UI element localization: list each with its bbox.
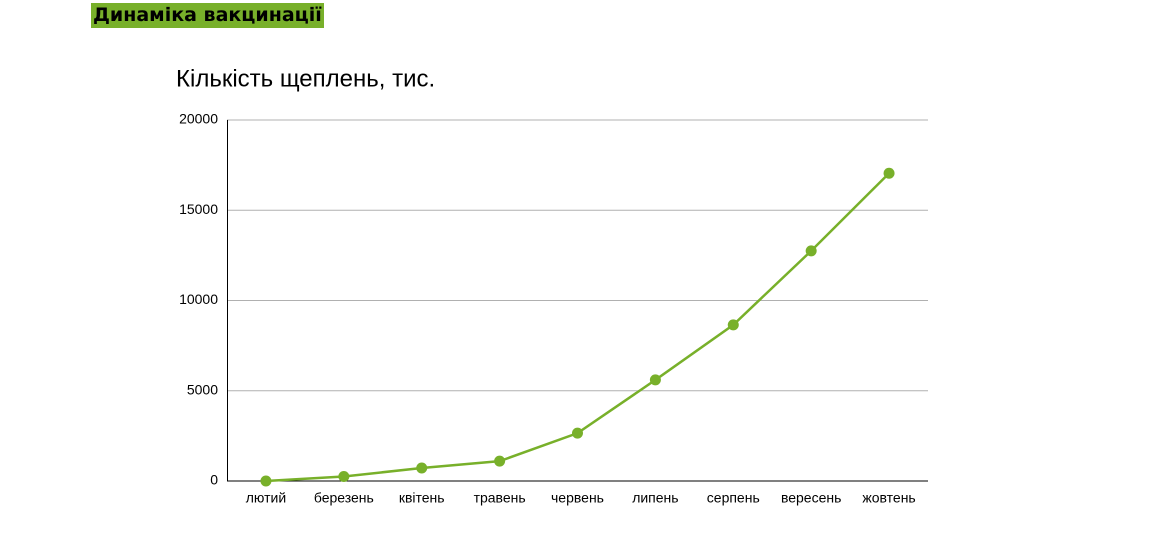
y-tick-label: 20000 [179,111,218,127]
x-tick-label: липень [632,490,678,506]
x-tick-label: жовтень [862,490,915,506]
x-tick-label: квітень [399,490,445,506]
y-tick-label: 10000 [179,291,218,307]
point [416,462,428,474]
point [572,427,583,439]
point [260,475,272,487]
x-tick-label: серпень [707,490,760,506]
y-tick-label: 15000 [179,201,218,217]
x-tick-label: лютий [246,490,286,506]
point [649,374,661,386]
x-tick-label: вересень [781,490,841,506]
x-tick-label: березень [314,490,374,506]
point [727,319,739,331]
x-tick-label: травень [474,490,526,506]
header-title: Динаміка вакцинації [91,3,324,28]
point [494,455,506,467]
chart-title: Кількість щеплень, тис. [176,65,435,92]
point [805,245,817,257]
x-tick-label: червень [551,490,604,506]
y-tick-label: 5000 [187,381,218,397]
point [338,470,350,482]
y-tick-label: 0 [210,472,218,488]
point [883,167,895,179]
